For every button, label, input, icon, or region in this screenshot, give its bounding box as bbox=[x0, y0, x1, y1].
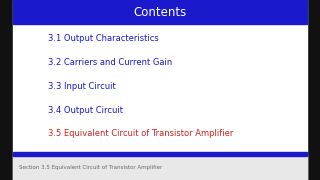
Text: Section 3.5 Equivalent Circuit of Transistor Amplifier: Section 3.5 Equivalent Circuit of Transi… bbox=[19, 165, 163, 170]
Bar bbox=[13, 0, 307, 24]
Bar bbox=[13, 152, 307, 156]
Bar bbox=[13, 156, 307, 180]
Text: Contents: Contents bbox=[133, 6, 187, 19]
Text: 3.4 Output Circuit: 3.4 Output Circuit bbox=[48, 106, 123, 115]
Text: 3.3 Input Circuit: 3.3 Input Circuit bbox=[48, 82, 116, 91]
Text: 3.1 Output Characteristics: 3.1 Output Characteristics bbox=[48, 34, 159, 43]
Text: 3.5 Equivalent Circuit of Transistor Amplifier: 3.5 Equivalent Circuit of Transistor Amp… bbox=[48, 129, 234, 138]
Text: 3.2 Carriers and Current Gain: 3.2 Carriers and Current Gain bbox=[48, 58, 172, 67]
